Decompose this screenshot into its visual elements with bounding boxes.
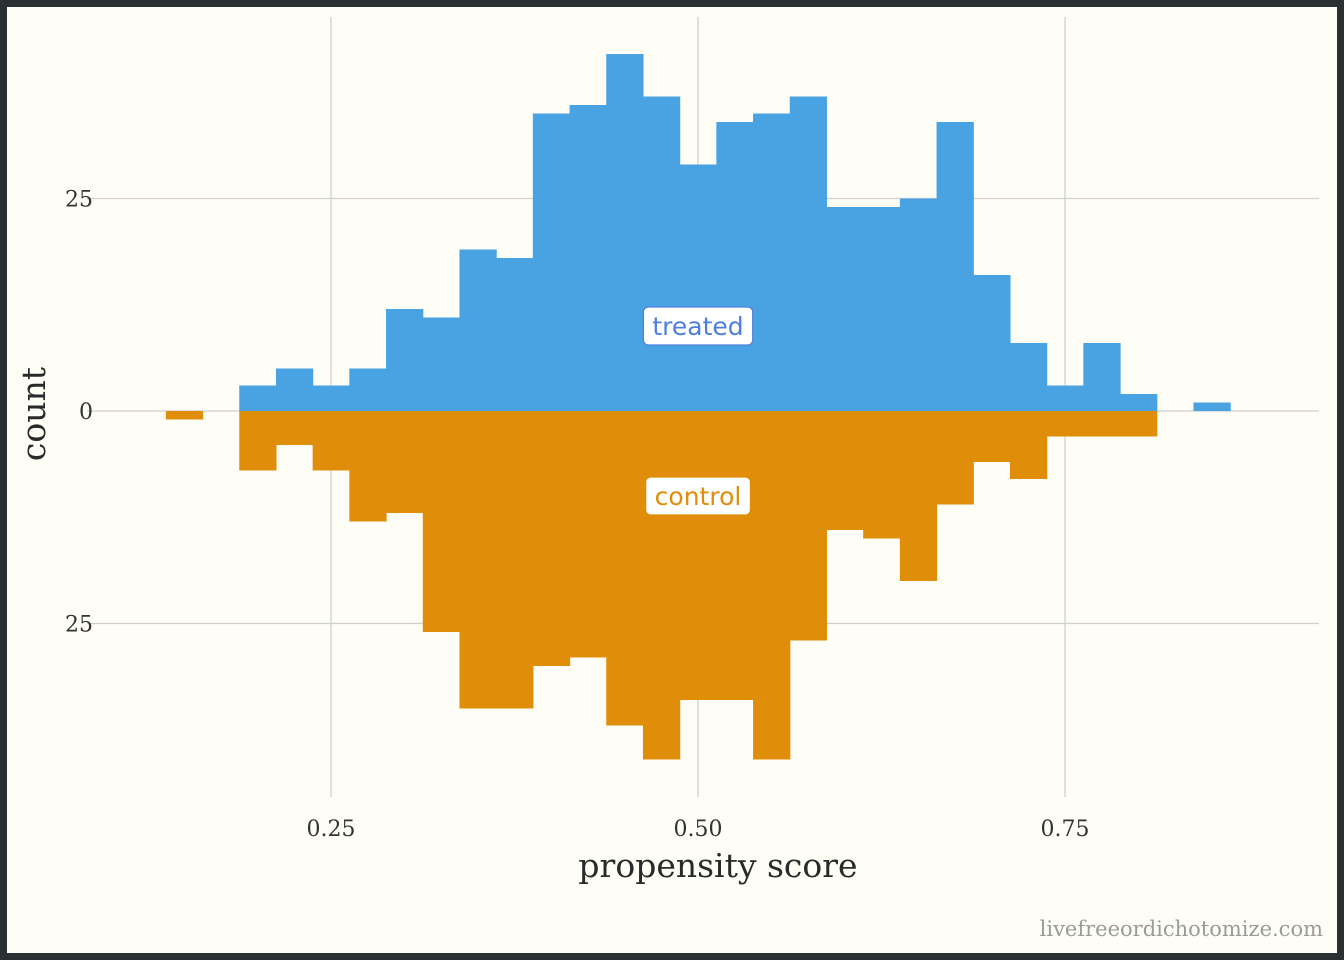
- control-label-text: control: [655, 482, 742, 511]
- control-label-box: [645, 476, 752, 516]
- control-bar-14: [679, 411, 717, 700]
- treated-bar-14: [679, 164, 717, 411]
- treated-bar-18: [826, 207, 864, 411]
- treated-bar-7: [422, 317, 461, 411]
- control-bar-16: [753, 411, 791, 760]
- treated-label-text: treated: [652, 312, 743, 341]
- control-bar-5: [349, 411, 387, 522]
- treated-bar-6: [386, 309, 424, 411]
- control-bar-3: [275, 411, 314, 445]
- treated-bar-24: [1046, 385, 1084, 411]
- x-tick-label-1: 0.50: [674, 817, 723, 842]
- treated-label-box: [642, 306, 754, 346]
- y-tick-label-0: 25: [65, 613, 93, 638]
- treated-bar-3: [275, 368, 314, 411]
- control-bar-11: [569, 411, 607, 658]
- treated-bar-9: [496, 258, 534, 411]
- tick-labels: 0.25 0.50 0.75 25 0 25: [65, 188, 1089, 843]
- control-bar-25: [1083, 411, 1121, 437]
- x-axis-title: propensity score: [578, 846, 857, 885]
- treated-label: treated: [642, 306, 754, 346]
- treated-bar-23: [1009, 343, 1048, 411]
- control-bar-23: [1009, 411, 1048, 479]
- y-axis-title: count: [14, 367, 53, 461]
- treated-bar-12: [606, 54, 644, 411]
- control-bar-2: [239, 411, 277, 471]
- control-bar-26: [1120, 411, 1158, 437]
- control-bar-10: [532, 411, 571, 666]
- control-bar-7: [422, 411, 461, 632]
- control-bar-13: [642, 411, 681, 760]
- control-bar-4: [312, 411, 350, 471]
- control-bar-20: [899, 411, 938, 581]
- treated-bar-13: [642, 96, 681, 411]
- control-bar-21: [936, 411, 974, 505]
- watermark-text: livefreeordichotomize.com: [1040, 917, 1323, 941]
- treated-bar-10: [532, 113, 571, 411]
- control-bar-22: [973, 411, 1011, 462]
- chart-panel: 0.25 0.50 0.75 25 0 25 treated control propens…: [7, 7, 1337, 953]
- control-bar-0: [165, 411, 204, 420]
- treated-bar-11: [569, 105, 607, 411]
- treated-bar-17: [789, 96, 828, 411]
- control-bar-19: [863, 411, 901, 539]
- histogram-chart: 0.25 0.50 0.75 25 0 25 treated control propens…: [14, 17, 1323, 941]
- control-bar-12: [606, 411, 644, 726]
- treated-bar-16: [753, 113, 791, 411]
- y-tick-label-2: 25: [65, 188, 93, 213]
- control-bar-9: [496, 411, 534, 709]
- treated-bar-25: [1083, 343, 1121, 411]
- control-bar-18: [826, 411, 864, 530]
- treated-bar-28: [1193, 402, 1231, 411]
- treated-bar-21: [936, 122, 974, 411]
- treated-bar-4: [312, 385, 350, 411]
- treated-bar-8: [459, 249, 497, 411]
- control-bar-15: [716, 411, 754, 700]
- treated-bar-2: [239, 385, 277, 411]
- x-tick-label-0: 0.25: [307, 817, 356, 842]
- y-tick-label-1: 0: [79, 400, 93, 425]
- treated-bar-22: [973, 275, 1011, 411]
- treated-bar-19: [863, 207, 901, 411]
- treated-bar-15: [716, 122, 754, 411]
- control-bar-8: [459, 411, 497, 709]
- series-labels: treated control: [642, 306, 754, 516]
- treated-bar-5: [349, 368, 387, 411]
- treated-bar-20: [899, 198, 938, 411]
- treated-bar-26: [1120, 394, 1158, 411]
- control-label: control: [645, 476, 752, 516]
- x-tick-label-2: 0.75: [1041, 817, 1090, 842]
- control-bar-24: [1046, 411, 1084, 437]
- histogram-bars: [165, 54, 1231, 760]
- control-bar-6: [386, 411, 424, 513]
- control-bar-17: [789, 411, 828, 641]
